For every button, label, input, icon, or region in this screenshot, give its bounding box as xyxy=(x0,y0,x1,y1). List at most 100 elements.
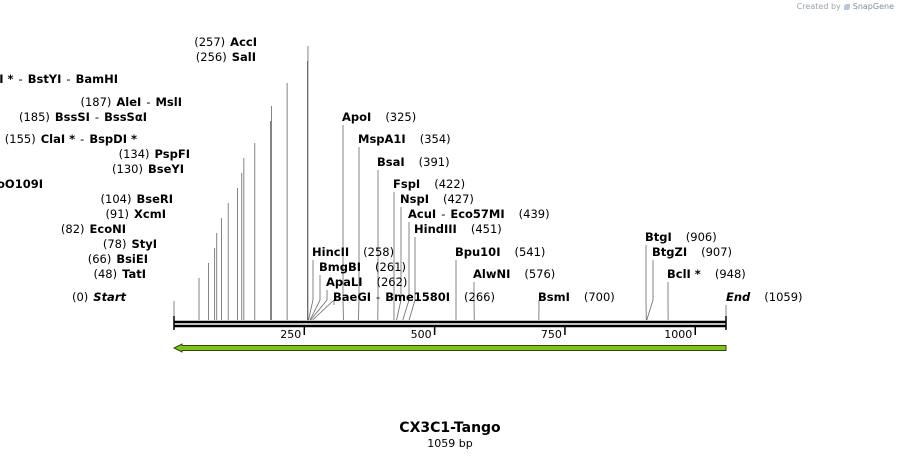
site-position: (48) xyxy=(93,267,117,281)
enzyme-name: BstYI xyxy=(28,72,62,86)
enzyme-name: ClaI * xyxy=(41,132,75,146)
site-label: (256) SalI xyxy=(196,50,256,64)
site-label: (0) Start xyxy=(72,290,127,304)
feature-arrow xyxy=(172,343,727,353)
enzyme-name: AcuI xyxy=(408,207,436,221)
enzyme-name: NspI xyxy=(400,192,429,206)
site-label: (82) EcoNI xyxy=(61,222,126,236)
enzyme-name: AleI xyxy=(116,95,141,109)
site-label: (185) BssSI - BssSαI xyxy=(19,110,147,124)
site-label: AcuI - Eco57MI (439) xyxy=(408,207,550,221)
site-leader xyxy=(408,237,416,321)
site-label: (257) AccI xyxy=(194,35,257,49)
enzyme-name: EcoNI xyxy=(90,222,126,236)
enzyme-name: Eco57MI xyxy=(450,207,504,221)
site-position: (700) xyxy=(584,290,615,304)
enzyme-name: MslI xyxy=(155,95,182,109)
site-position: (948) xyxy=(715,267,746,281)
site-position: (262) xyxy=(377,275,408,289)
enzyme-name: HincII xyxy=(312,245,349,259)
enzyme-name: BsmI xyxy=(538,290,570,304)
site-label: (91) XcmI xyxy=(105,207,166,221)
site-position: (427) xyxy=(443,192,474,206)
enzyme-name: BssSI xyxy=(55,110,90,124)
site-position: (187) xyxy=(80,95,111,109)
enzyme-name: EcoO109I xyxy=(0,177,43,191)
enzyme-name: BmgBI xyxy=(319,260,361,274)
site-label: BtgZI (907) xyxy=(652,245,732,259)
enzyme-name: MspA1I xyxy=(358,132,406,146)
site-label: BsaI (391) xyxy=(377,155,450,169)
site-position: (439) xyxy=(519,207,550,221)
site-label: (155) ClaI * - BspDI * xyxy=(5,132,137,146)
site-position: (906) xyxy=(686,230,717,244)
enzyme-name: Start xyxy=(93,290,126,304)
enzyme-name: HindIII xyxy=(414,222,457,236)
site-label: BclI * (948) xyxy=(667,267,746,281)
site-label: FspI (422) xyxy=(393,177,465,191)
site-position: (130) xyxy=(112,162,143,176)
site-position: (134) xyxy=(119,147,150,161)
site-position: (422) xyxy=(434,177,465,191)
site-label: (217)MfII *-BstYI-BamHI xyxy=(0,72,118,86)
site-position: (258) xyxy=(363,245,394,259)
site-leader xyxy=(402,222,410,321)
site-separator: - xyxy=(95,110,99,124)
snapgene-credit: Created by SnapGene xyxy=(797,2,894,11)
site-label: (104) BseRI xyxy=(101,192,173,206)
ruler-tick-label: 250 xyxy=(280,328,301,341)
site-label: BmgBI (261) xyxy=(319,260,406,274)
enzyme-name: BtgZI xyxy=(652,245,687,259)
site-position: (266) xyxy=(464,290,495,304)
site-leader xyxy=(312,299,335,321)
sequence-backbone xyxy=(173,316,727,330)
enzyme-name: StyI xyxy=(131,237,157,251)
site-label: BaeGI - Bme1580I (266) xyxy=(333,290,495,304)
site-position: (261) xyxy=(375,260,406,274)
site-position: (257) xyxy=(194,35,225,49)
enzyme-name: BseYI xyxy=(148,162,184,176)
site-position: (325) xyxy=(385,110,416,124)
site-label: AlwNI (576) xyxy=(473,267,555,281)
site-position: (256) xyxy=(196,50,227,64)
enzyme-name: PspFI xyxy=(155,147,190,161)
site-position: (66) xyxy=(88,252,112,266)
enzyme-name: BsiEI xyxy=(116,252,148,266)
site-label: ApoI (325) xyxy=(342,110,416,124)
site-position: (0) xyxy=(72,290,88,304)
site-label: BtgI (906) xyxy=(645,230,717,244)
enzyme-name: Bme1580I xyxy=(385,290,450,304)
enzyme-name: ApaLI xyxy=(326,275,363,289)
site-separator: - xyxy=(66,72,70,86)
site-label: (66) BsiEI xyxy=(88,252,148,266)
site-label: (78) StyI xyxy=(103,237,157,251)
site-position: (91) xyxy=(105,207,129,221)
enzyme-name: BclI * xyxy=(667,267,701,281)
ruler-tick-label: 750 xyxy=(541,328,562,341)
snapgene-logo-icon xyxy=(843,3,850,10)
site-label: (134) PspFI xyxy=(119,147,190,161)
feature-arrow-shape xyxy=(172,343,727,353)
site-position: (907) xyxy=(701,245,732,259)
site-position: (354) xyxy=(420,132,451,146)
site-separator: - xyxy=(441,207,445,221)
site-leader xyxy=(396,207,402,321)
site-label: (130) BseYI xyxy=(112,162,184,176)
enzyme-name: BamHI xyxy=(76,72,118,86)
site-position: (1059) xyxy=(764,290,802,304)
site-separator: - xyxy=(376,290,380,304)
site-position: (185) xyxy=(19,110,50,124)
site-label: End (1059) xyxy=(726,290,803,304)
credit-prefix: Created by xyxy=(796,2,841,11)
site-labels: (257) AccI(256) SalI (217)MfII *-BstYI-BamH… xyxy=(0,35,803,304)
site-leader xyxy=(646,260,654,321)
map-length: 1059 bp xyxy=(427,437,473,450)
enzyme-name: TatI xyxy=(122,267,146,281)
enzyme-name: Bpu10I xyxy=(455,245,500,259)
site-separator: - xyxy=(146,95,150,109)
enzyme-name: FspI xyxy=(393,177,420,191)
enzyme-name: AlwNI xyxy=(473,267,510,281)
enzyme-name: ApoI xyxy=(342,110,371,124)
enzyme-name: BseRI xyxy=(136,192,173,206)
map-title: CX3C1-Tango xyxy=(399,420,501,436)
